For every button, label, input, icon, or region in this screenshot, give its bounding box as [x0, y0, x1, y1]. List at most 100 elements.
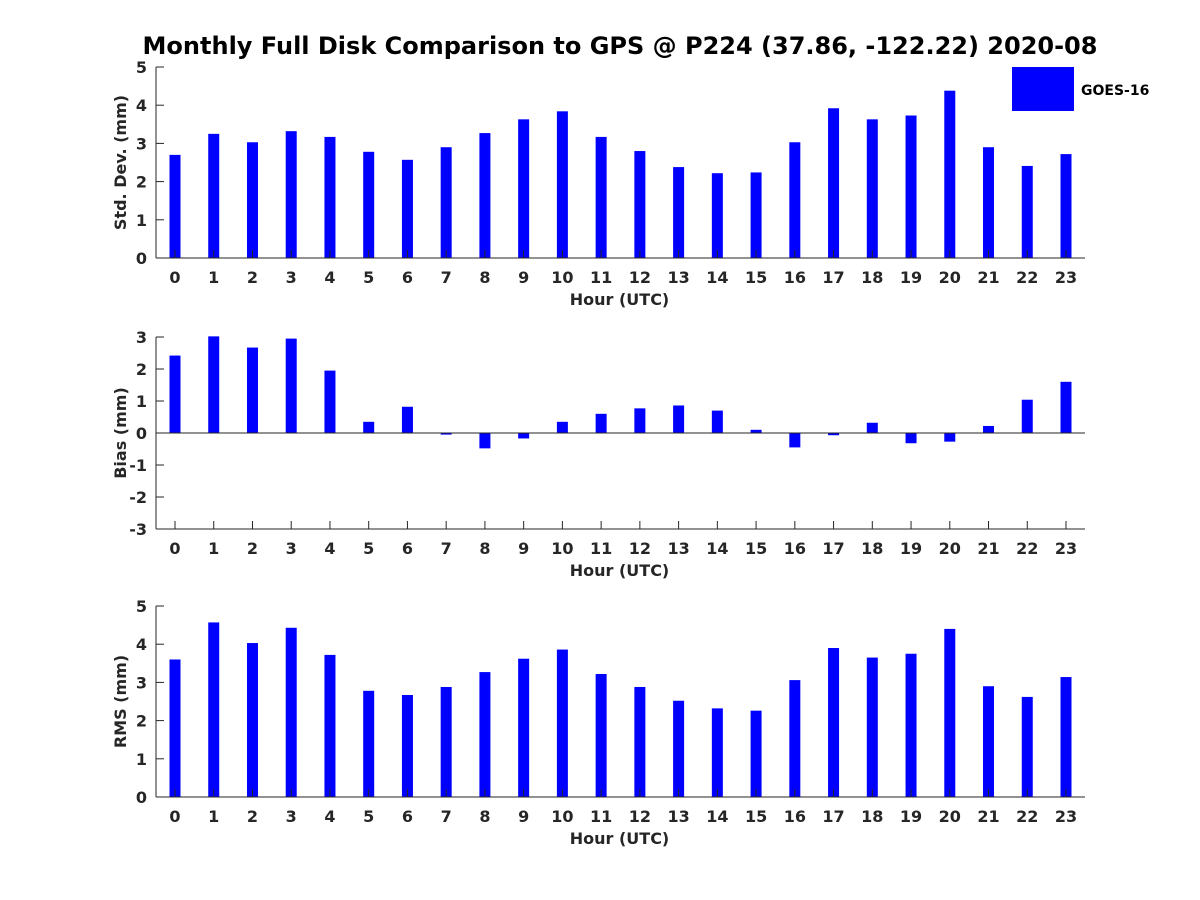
y-tick-label: 2 — [136, 712, 147, 731]
x-tick-label: 17 — [822, 807, 844, 826]
x-tick-label: 0 — [169, 268, 180, 287]
bar-hour-20 — [944, 433, 956, 442]
bar-hour-2 — [246, 347, 258, 433]
x-tick-label: 23 — [1055, 539, 1077, 558]
x-tick-label: 0 — [169, 807, 180, 826]
bar-hour-17 — [828, 648, 840, 797]
x-tick-label: 20 — [939, 807, 961, 826]
bar-hour-16 — [789, 433, 801, 448]
chart-title: Monthly Full Disk Comparison to GPS @ P2… — [143, 32, 1098, 60]
y-tick-label: 2 — [136, 360, 147, 379]
x-tick-label: 14 — [706, 268, 728, 287]
x-tick-label: 7 — [441, 539, 452, 558]
bar-hour-14 — [711, 410, 723, 433]
x-tick-label: 9 — [518, 268, 529, 287]
bar-hour-15 — [750, 710, 762, 797]
bar-hour-22 — [1021, 399, 1033, 433]
x-tick-label: 16 — [784, 807, 806, 826]
x-tick-label: 10 — [551, 539, 573, 558]
x-tick-label: 15 — [745, 539, 767, 558]
x-tick-label: 17 — [822, 539, 844, 558]
bar-hour-23 — [1060, 381, 1072, 433]
bar-hour-15 — [750, 429, 762, 433]
x-tick-label: 6 — [402, 539, 413, 558]
bar-hour-13 — [673, 167, 685, 258]
x-tick-label: 5 — [363, 539, 374, 558]
bar-hour-6 — [401, 695, 413, 797]
y-tick-label: 5 — [136, 597, 147, 616]
y-tick-label: 0 — [136, 424, 147, 443]
x-axis-label: Hour (UTC) — [570, 561, 670, 580]
bar-hour-3 — [285, 131, 297, 258]
x-tick-label: 19 — [900, 539, 922, 558]
x-tick-label: 13 — [667, 539, 689, 558]
bar-hour-5 — [363, 151, 375, 258]
bar-hour-18 — [866, 422, 878, 433]
x-tick-label: 20 — [939, 539, 961, 558]
bar-hour-0 — [169, 659, 181, 797]
x-tick-label: 13 — [667, 807, 689, 826]
bar-hour-16 — [789, 680, 801, 797]
bar-hour-17 — [828, 108, 840, 258]
x-tick-label: 0 — [169, 539, 180, 558]
y-tick-label: -3 — [129, 520, 147, 539]
x-tick-label: 12 — [629, 807, 651, 826]
bar-hour-14 — [711, 708, 723, 797]
bar-hour-10 — [556, 649, 568, 797]
x-axis-label: Hour (UTC) — [570, 290, 670, 309]
bar-hour-9 — [518, 658, 530, 797]
y-tick-label: -1 — [129, 456, 147, 475]
bar-hour-3 — [285, 627, 297, 797]
bar-hour-13 — [673, 700, 685, 797]
y-tick-label: 0 — [136, 788, 147, 807]
bar-hour-23 — [1060, 154, 1072, 258]
y-tick-label: 0 — [136, 249, 147, 268]
x-tick-label: 5 — [363, 268, 374, 287]
y-tick-label: -2 — [129, 488, 147, 507]
bar-hour-19 — [905, 433, 917, 444]
bar-hour-14 — [711, 173, 723, 258]
y-axis-label: RMS (mm) — [111, 655, 130, 748]
y-tick-label: 3 — [136, 328, 147, 347]
bar-hour-16 — [789, 142, 801, 258]
x-tick-label: 18 — [861, 807, 883, 826]
x-tick-label: 3 — [286, 268, 297, 287]
x-tick-label: 6 — [402, 807, 413, 826]
x-tick-label: 7 — [441, 807, 452, 826]
bar-hour-21 — [983, 425, 995, 433]
bar-hour-4 — [324, 136, 336, 258]
bar-hour-22 — [1021, 165, 1033, 258]
x-tick-label: 11 — [590, 807, 612, 826]
x-tick-label: 1 — [208, 539, 219, 558]
x-tick-label: 7 — [441, 268, 452, 287]
x-tick-label: 11 — [590, 268, 612, 287]
bar-hour-10 — [556, 421, 568, 433]
legend-label: GOES-16 — [1081, 83, 1149, 99]
x-tick-label: 2 — [247, 268, 258, 287]
bar-hour-1 — [208, 133, 220, 258]
bar-hour-9 — [518, 119, 530, 258]
bar-hour-0 — [169, 355, 181, 433]
x-tick-label: 22 — [1016, 268, 1038, 287]
bar-hour-11 — [595, 413, 607, 433]
y-tick-label: 3 — [136, 673, 147, 692]
bar-hour-1 — [208, 336, 220, 433]
x-tick-label: 16 — [784, 539, 806, 558]
bar-hour-7 — [440, 686, 452, 797]
x-tick-label: 8 — [479, 807, 490, 826]
bar-hour-2 — [246, 643, 258, 797]
x-tick-label: 14 — [706, 807, 728, 826]
bar-hour-4 — [324, 370, 336, 433]
x-tick-label: 3 — [286, 807, 297, 826]
bar-hour-8 — [479, 133, 491, 258]
bar-hour-0 — [169, 154, 181, 258]
x-tick-label: 3 — [286, 539, 297, 558]
bar-hour-20 — [944, 628, 956, 797]
y-tick-label: 2 — [136, 173, 147, 192]
bar-hour-8 — [479, 433, 491, 449]
bar-hour-22 — [1021, 696, 1033, 797]
x-tick-label: 15 — [745, 807, 767, 826]
